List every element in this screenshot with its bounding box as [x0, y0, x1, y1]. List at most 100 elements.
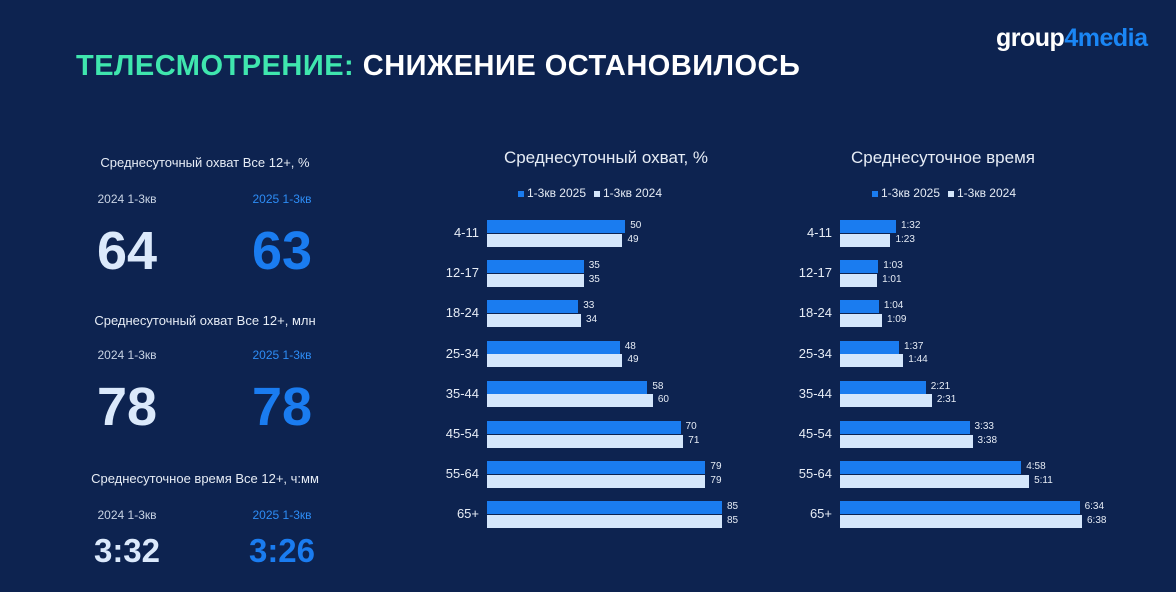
data-label: 2:31	[936, 394, 957, 406]
bar-2025	[840, 220, 896, 233]
category-label: 65+	[456, 506, 479, 522]
legend-label: 1-3кв 2025	[881, 186, 940, 200]
data-label: 48	[624, 340, 636, 352]
data-label: 1:44	[908, 354, 928, 366]
category-label: 12-17	[798, 265, 832, 281]
data-label: 1:04	[883, 300, 904, 312]
category-label: 35-44	[445, 385, 479, 401]
kpi-value-2025: 78	[251, 377, 313, 437]
bar-2025	[487, 260, 584, 274]
legend-swatch	[948, 190, 954, 197]
kpi-value-2024: 78	[96, 377, 158, 437]
legend-swatch	[872, 190, 878, 197]
kpi-label: Среднесуточный охват Все 12+, %	[100, 155, 310, 170]
bar-2025	[840, 340, 899, 354]
kpi-value-2024: 3:32	[93, 532, 161, 569]
kpi-label: Среднесуточный охват Все 12+, млн	[94, 313, 316, 328]
legend-label: 1-3кв 2024	[957, 186, 1016, 200]
kpi-value-2025: 3:26	[248, 532, 316, 569]
data-label: 1:01	[882, 273, 902, 285]
bar-2024	[487, 233, 623, 247]
bar-2025	[487, 300, 579, 314]
kpi-year-2025: 2025 1-3кв	[252, 192, 312, 206]
data-label: 1:23	[895, 233, 915, 245]
data-label: 35	[588, 273, 600, 285]
data-label: 1:37	[903, 340, 924, 352]
bar-2024	[840, 354, 904, 368]
category-label: 4-11	[453, 225, 479, 240]
data-label: 2:21	[930, 380, 951, 392]
bar-2024	[840, 273, 878, 287]
data-label: 50	[630, 220, 642, 231]
bar-2024	[487, 313, 581, 327]
legend-item: 1-3кв 2024	[594, 186, 662, 200]
kpi-value-2024: 64	[96, 221, 158, 281]
bar-2024	[487, 474, 706, 488]
chart-title: Среднесуточный охват, %	[503, 148, 709, 167]
legend-item: 1-3кв 2025	[518, 186, 586, 200]
data-label: 4:58	[1026, 461, 1046, 473]
bar-2025	[840, 260, 879, 274]
data-label: 71	[688, 434, 700, 446]
kpi-year-2025: 2025 1-3кв	[252, 508, 312, 522]
category-label: 65+	[809, 506, 832, 522]
data-label: 1:03	[883, 260, 903, 272]
bar-2025	[840, 380, 926, 394]
data-label: 5:11	[1034, 474, 1053, 486]
title-rest: СНИЖЕНИЕ ОСТАНОВИЛОСЬ	[354, 50, 801, 82]
bar-2024	[840, 474, 1030, 488]
data-label: 3:33	[974, 421, 994, 432]
data-label: 58	[652, 380, 664, 392]
data-label: 6:38	[1087, 514, 1107, 526]
bar-2024	[487, 394, 653, 408]
bar-2025	[487, 421, 681, 434]
chart-legend: 1-3кв 2025 1-3кв 2024	[518, 186, 670, 200]
category-label: 18-24	[445, 305, 479, 321]
category-label: 18-24	[798, 305, 832, 321]
kpi-year-2024: 2024 1-3кв	[97, 348, 157, 362]
data-label: 6:34	[1084, 501, 1105, 513]
bar-2024	[840, 514, 1082, 528]
legend-item: 1-3кв 2025	[872, 186, 940, 200]
category-label: 45-54	[445, 426, 479, 441]
category-label: 12-17	[445, 265, 479, 281]
category-label: 55-64	[798, 466, 832, 482]
data-label: 70	[685, 421, 697, 432]
bar-2025	[487, 380, 648, 394]
bar-2024	[840, 394, 932, 408]
bar-2024	[840, 313, 882, 327]
data-label: 85	[727, 501, 739, 513]
kpi-year-2024: 2024 1-3кв	[97, 192, 157, 206]
kpi-label: Среднесуточное время Все 12+, ч:мм	[91, 471, 319, 486]
category-label: 25-34	[445, 345, 479, 361]
category-label: 25-34	[798, 345, 832, 361]
kpi-year-2025: 2025 1-3кв	[252, 348, 312, 362]
category-label: 35-44	[798, 385, 832, 401]
legend-label: 1-3кв 2025	[527, 186, 586, 200]
category-label: 45-54	[798, 426, 832, 441]
data-label: 33	[583, 300, 595, 312]
data-label: 60	[657, 394, 669, 406]
page-title: ТЕЛЕСМОТРЕНИЕ: СНИЖЕНИЕ ОСТАНОВИЛОСЬ	[76, 50, 800, 83]
title-accent: ТЕЛЕСМОТРЕНИЕ:	[76, 50, 355, 82]
data-label: 1:32	[900, 220, 921, 231]
data-label: 3:38	[977, 434, 998, 446]
legend-label: 1-3кв 2024	[603, 186, 662, 200]
bar-2025	[487, 501, 722, 515]
legend-swatch	[594, 190, 600, 197]
legend-item: 1-3кв 2024	[948, 186, 1016, 200]
logo: group4media	[996, 24, 1148, 53]
logo-part1: group	[996, 24, 1065, 52]
data-label: 1:09	[886, 313, 907, 325]
kpi-year-2024: 2024 1-3кв	[97, 508, 157, 522]
logo-part2: 4media	[1064, 24, 1148, 52]
bar-2024	[840, 233, 891, 247]
bar-2025	[487, 461, 706, 475]
bar-2024	[487, 273, 584, 287]
legend-swatch	[518, 190, 524, 197]
bar-2025	[840, 501, 1080, 515]
bar-2025	[840, 461, 1022, 475]
bar-2024	[487, 434, 684, 448]
data-label: 35	[588, 260, 600, 272]
kpi-value-2025: 63	[251, 221, 313, 281]
